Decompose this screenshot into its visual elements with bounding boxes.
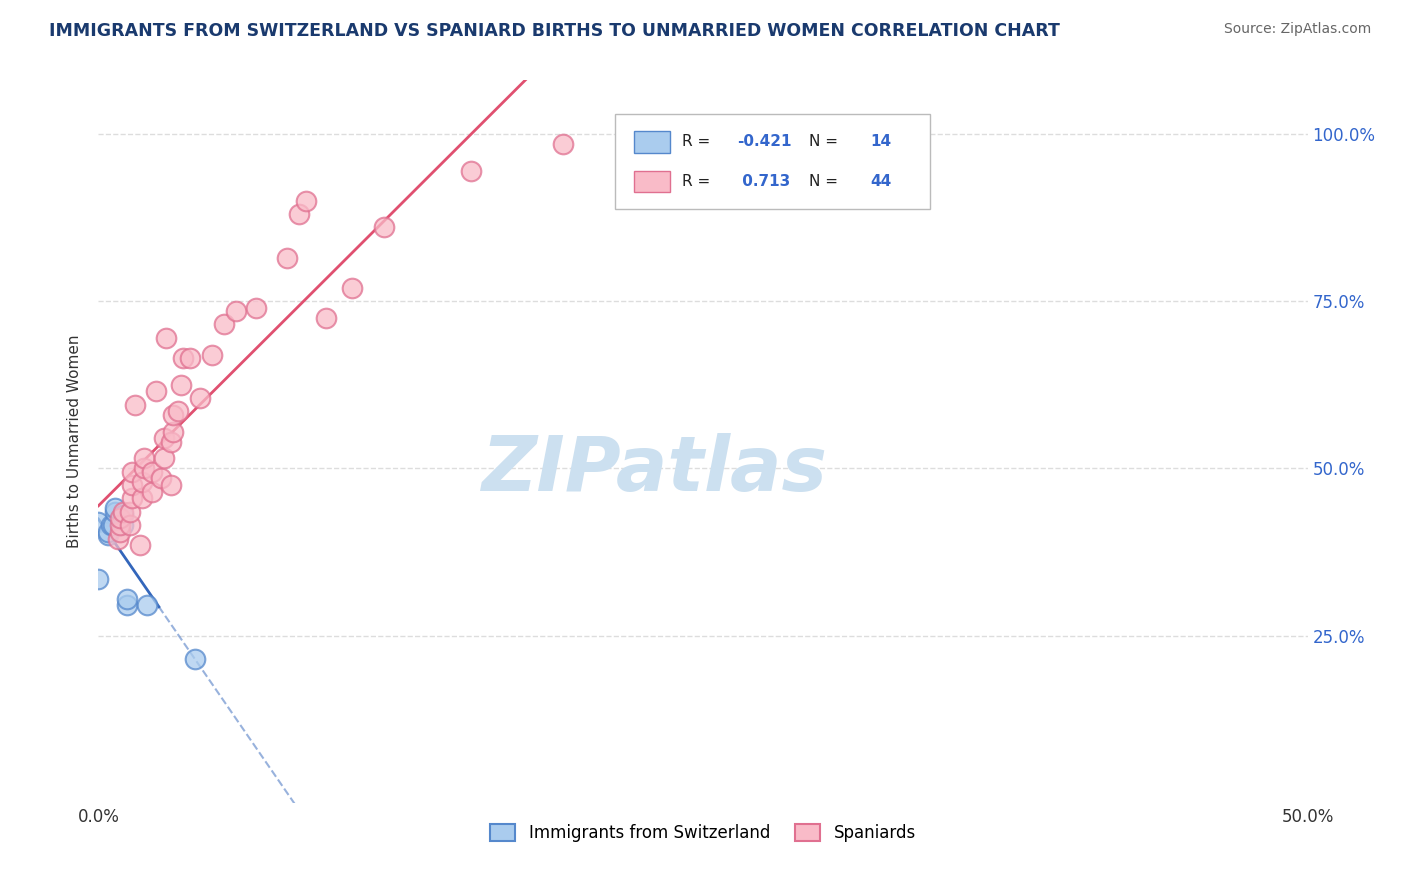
FancyBboxPatch shape (634, 131, 671, 153)
Point (152, 451, 174, 466)
Point (188, 391, 211, 405)
Text: N =: N = (810, 174, 844, 189)
Point (184, 652, 207, 666)
Point (141, 465, 163, 479)
Point (295, 194, 318, 208)
Text: R =: R = (682, 174, 716, 189)
Point (201, 348, 224, 362)
Point (101, 518, 124, 533)
Point (169, 377, 191, 392)
Point (315, 310, 337, 325)
Point (145, 384, 167, 399)
Point (104, 505, 127, 519)
Legend: Immigrants from Switzerland, Spaniards: Immigrants from Switzerland, Spaniards (484, 817, 922, 848)
Text: -0.421: -0.421 (737, 134, 792, 149)
Point (107, 532, 129, 546)
Point (128, 538, 150, 552)
Point (131, 475, 153, 489)
Text: 44: 44 (870, 174, 891, 189)
Point (551, 136, 574, 151)
Text: IMMIGRANTS FROM SWITZERLAND VS SPANIARD BIRTHS TO UNMARRIED WOMEN CORRELATION CH: IMMIGRANTS FROM SWITZERLAND VS SPANIARD … (49, 22, 1060, 40)
Point (111, 508, 134, 523)
Point (97, 528, 120, 542)
Point (141, 484, 163, 499)
FancyBboxPatch shape (634, 170, 671, 193)
Point (100, 518, 122, 533)
Text: ZIPatlas: ZIPatlas (482, 434, 828, 508)
Point (108, 518, 131, 533)
Point (150, 471, 173, 485)
Point (118, 505, 141, 519)
Point (342, 281, 364, 295)
Point (117, 591, 139, 606)
Point (131, 491, 153, 506)
Point (212, 318, 235, 332)
Point (160, 434, 183, 449)
Text: Source: ZipAtlas.com: Source: ZipAtlas.com (1223, 22, 1371, 37)
Point (225, 304, 247, 318)
Point (134, 451, 156, 466)
Point (373, 220, 395, 235)
Point (172, 351, 194, 365)
Point (288, 207, 311, 221)
Point (111, 518, 134, 533)
Text: R =: R = (682, 134, 716, 149)
Point (160, 478, 183, 492)
Point (460, 163, 482, 178)
Y-axis label: Births to Unmarried Women: Births to Unmarried Women (67, 334, 83, 549)
Point (121, 478, 143, 492)
Point (245, 301, 267, 315)
Text: N =: N = (810, 134, 844, 149)
Point (108, 511, 131, 525)
Point (111, 505, 134, 519)
Point (87, 515, 110, 529)
Point (179, 351, 201, 365)
Point (87, 572, 110, 586)
Point (276, 251, 298, 265)
Text: 14: 14 (870, 134, 891, 149)
Point (152, 431, 174, 445)
Point (121, 465, 143, 479)
Point (118, 518, 141, 533)
FancyBboxPatch shape (614, 114, 931, 209)
Point (167, 404, 190, 418)
Point (155, 331, 177, 345)
Point (121, 491, 143, 506)
Point (134, 461, 156, 475)
Point (124, 398, 146, 412)
Point (162, 425, 184, 439)
Point (108, 524, 131, 539)
Point (97, 524, 120, 539)
Point (135, 599, 157, 613)
Point (162, 408, 184, 422)
Point (104, 501, 127, 516)
Text: 0.713: 0.713 (737, 174, 790, 189)
Point (117, 599, 139, 613)
